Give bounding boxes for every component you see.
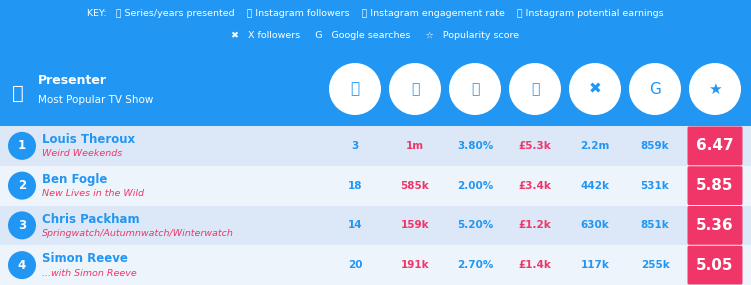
Circle shape [689, 63, 741, 115]
FancyBboxPatch shape [0, 205, 751, 245]
Text: ...with Simon Reeve: ...with Simon Reeve [42, 268, 137, 278]
Circle shape [329, 63, 381, 115]
Text: 1: 1 [18, 139, 26, 152]
Text: 2: 2 [18, 179, 26, 192]
Text: 1m: 1m [406, 141, 424, 151]
Text: 5.85: 5.85 [696, 178, 734, 193]
Circle shape [449, 63, 501, 115]
Circle shape [569, 63, 621, 115]
FancyBboxPatch shape [687, 206, 743, 245]
Text: £1.4k: £1.4k [518, 260, 551, 270]
Text: ⏳: ⏳ [351, 82, 360, 97]
Text: £5.3k: £5.3k [519, 141, 551, 151]
Text: £1.2k: £1.2k [519, 220, 551, 230]
Circle shape [509, 63, 561, 115]
FancyBboxPatch shape [0, 126, 751, 166]
Text: 4: 4 [18, 258, 26, 272]
Text: 851k: 851k [641, 220, 669, 230]
Text: ✖   X followers     G   Google searches     ☆   Popularity score: ✖ X followers G Google searches ☆ Popula… [231, 32, 520, 40]
Text: 859k: 859k [641, 141, 669, 151]
Text: 📸: 📸 [531, 82, 539, 96]
Text: Springwatch/Autumnwatch/Winterwatch: Springwatch/Autumnwatch/Winterwatch [42, 229, 234, 238]
Text: New Lives in the Wild: New Lives in the Wild [42, 189, 144, 198]
Text: 442k: 442k [581, 181, 610, 191]
Text: 3.80%: 3.80% [457, 141, 493, 151]
Text: 5.20%: 5.20% [457, 220, 493, 230]
Text: ★: ★ [708, 82, 722, 97]
Text: Presenter: Presenter [38, 74, 107, 87]
Text: 6.47: 6.47 [696, 139, 734, 153]
Text: 3: 3 [351, 141, 359, 151]
Text: 5.36: 5.36 [696, 218, 734, 233]
Circle shape [8, 211, 36, 239]
Text: 117k: 117k [581, 260, 610, 270]
Text: 📷: 📷 [471, 82, 479, 96]
Circle shape [8, 172, 36, 200]
FancyBboxPatch shape [687, 246, 743, 284]
FancyBboxPatch shape [0, 166, 751, 205]
FancyBboxPatch shape [0, 0, 751, 52]
Text: 3: 3 [18, 219, 26, 232]
Text: G: G [649, 82, 661, 97]
Circle shape [629, 63, 681, 115]
Text: 531k: 531k [641, 181, 669, 191]
FancyBboxPatch shape [0, 52, 751, 126]
Circle shape [389, 63, 441, 115]
Text: ✖: ✖ [589, 82, 602, 97]
Text: Simon Reeve: Simon Reeve [42, 252, 128, 265]
Text: 2.70%: 2.70% [457, 260, 493, 270]
Text: 20: 20 [348, 260, 362, 270]
Text: KEY:   ⏳ Series/years presented    ⓘ Instagram followers    📷 Instagram engageme: KEY: ⏳ Series/years presented ⓘ Instagra… [87, 9, 664, 19]
Text: 2.00%: 2.00% [457, 181, 493, 191]
FancyBboxPatch shape [687, 166, 743, 205]
Text: 159k: 159k [401, 220, 430, 230]
Text: 255k: 255k [641, 260, 669, 270]
Text: 191k: 191k [401, 260, 430, 270]
Text: 🏆: 🏆 [12, 84, 24, 103]
Text: Louis Theroux: Louis Theroux [42, 133, 135, 146]
FancyBboxPatch shape [0, 245, 751, 285]
Circle shape [8, 251, 36, 279]
Text: Ben Fogle: Ben Fogle [42, 173, 107, 186]
Circle shape [8, 132, 36, 160]
Text: 5.05: 5.05 [696, 258, 734, 273]
Text: 585k: 585k [400, 181, 430, 191]
Text: 18: 18 [348, 181, 362, 191]
Text: ⓘ: ⓘ [411, 82, 419, 96]
Text: Weird Weekends: Weird Weekends [42, 149, 122, 158]
Text: Chris Packham: Chris Packham [42, 213, 140, 225]
Text: £3.4k: £3.4k [518, 181, 551, 191]
Text: Most Popular TV Show: Most Popular TV Show [38, 95, 153, 105]
Text: 2.2m: 2.2m [581, 141, 610, 151]
FancyBboxPatch shape [687, 127, 743, 165]
Text: 630k: 630k [581, 220, 609, 230]
Text: 14: 14 [348, 220, 362, 230]
